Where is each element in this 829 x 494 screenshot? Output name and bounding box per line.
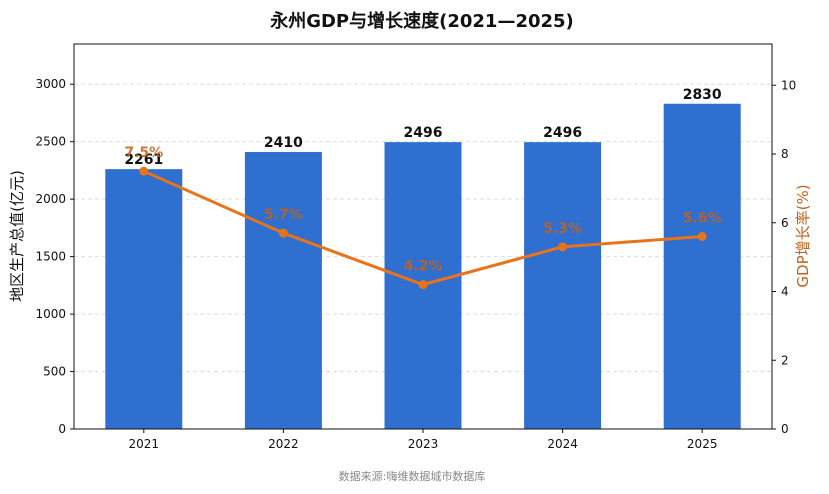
y2-axis-label: GDP增长率(%): [794, 184, 812, 287]
chart-title: 永州GDP与增长速度(2021—2025): [269, 10, 574, 32]
y2-tick-label: 10: [781, 78, 796, 92]
bar: [105, 169, 183, 429]
bar: [663, 103, 741, 429]
y-tick-label: 2000: [35, 192, 66, 206]
y-tick-label: 3000: [35, 77, 66, 91]
x-tick-label: 2022: [268, 437, 299, 451]
gridlines: [74, 83, 772, 373]
y-tick-label: 500: [43, 365, 66, 379]
y-tick-label: 1000: [35, 307, 66, 321]
y-tick-label: 2500: [35, 135, 66, 149]
x-tick-label: 2021: [129, 437, 160, 451]
bar-value-label: 2261: [124, 152, 163, 168]
y2-tick-label: 8: [781, 147, 789, 161]
growth-point: [697, 232, 707, 241]
line-series: 7.5% 5.7% 4.2% 5.3% 5.6%: [124, 145, 722, 290]
growth-value-label: 5.3%: [543, 221, 582, 237]
bar: [244, 152, 322, 429]
growth-point: [139, 166, 149, 176]
bar-value-label: 2496: [543, 125, 582, 141]
axes: 0 500 1000 1500 2000 2500 3000 0 2 4 6 8 10 2021 2022 2…: [35, 43, 796, 451]
bar-value-label: 2410: [264, 135, 303, 151]
x-tick-label: 2024: [547, 437, 578, 451]
growth-value-label: 4.2%: [404, 259, 443, 275]
bar-value-label: 2830: [683, 87, 722, 103]
y2-tick-label: 6: [781, 216, 789, 230]
growth-point: [558, 242, 568, 252]
growth-value-label: 7.5%: [124, 145, 163, 161]
y2-tick-label: 4: [781, 285, 789, 299]
growth-value-label: 5.6%: [683, 211, 722, 227]
x-tick-label: 2023: [408, 437, 439, 451]
x-tick-label: 2025: [687, 437, 718, 451]
growth-value-label: 5.7%: [264, 207, 303, 223]
bar: [524, 142, 602, 429]
y-tick-label: 1500: [35, 250, 66, 264]
y2-tick-label: 2: [781, 353, 789, 367]
y-axis-label: 地区生产总值(亿元): [8, 170, 26, 302]
y-tick-label: 0: [58, 422, 66, 436]
growth-point: [278, 228, 288, 238]
bar-value-label: 2496: [404, 125, 443, 141]
y2-tick-label: 0: [781, 422, 789, 436]
source-note: 数据来源:嗨维数据城市数据库: [339, 469, 486, 483]
growth-point: [418, 280, 428, 290]
